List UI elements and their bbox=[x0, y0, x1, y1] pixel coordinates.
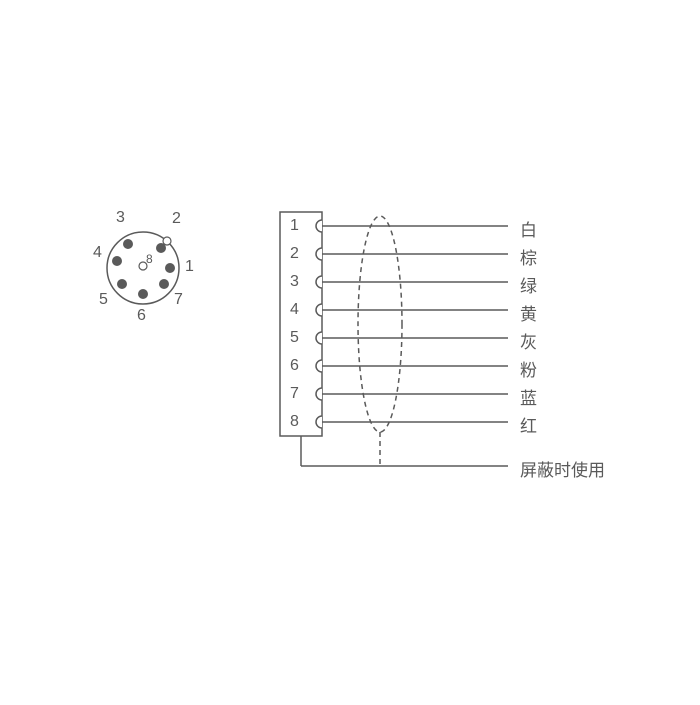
terminal-number-7: 7 bbox=[290, 385, 299, 403]
color-label-1: 白 bbox=[520, 216, 537, 241]
pin-1 bbox=[165, 263, 175, 273]
wiring-diagram: 1 2 3 4 5 6 7 8 1 2 3 4 5 6 7 8 白 棕 绿 黄 … bbox=[0, 0, 700, 700]
color-label-2: 棕 bbox=[520, 244, 537, 269]
color-label-6: 粉 bbox=[520, 356, 537, 381]
connector-label-2: 2 bbox=[172, 210, 181, 228]
terminal-number-4: 4 bbox=[290, 301, 299, 319]
shield-ellipse bbox=[358, 216, 402, 432]
connector-label-3: 3 bbox=[116, 209, 125, 227]
connector-label-1: 1 bbox=[185, 258, 194, 276]
terminal-block bbox=[280, 212, 322, 436]
connector-notch bbox=[163, 237, 171, 245]
terminal-number-3: 3 bbox=[290, 273, 299, 291]
terminal-number-8: 8 bbox=[290, 413, 299, 431]
terminal-number-2: 2 bbox=[290, 245, 299, 263]
connector-label-7: 7 bbox=[174, 291, 183, 309]
terminal-cutouts bbox=[316, 220, 322, 428]
color-label-8: 红 bbox=[520, 412, 537, 437]
pin-7 bbox=[159, 279, 169, 289]
pin-5 bbox=[117, 279, 127, 289]
pin-6 bbox=[138, 289, 148, 299]
diagram-svg bbox=[0, 0, 700, 700]
connector-label-4: 4 bbox=[93, 244, 102, 262]
terminal-number-6: 6 bbox=[290, 357, 299, 375]
connector-label-8: 8 bbox=[146, 252, 153, 266]
terminal-number-5: 5 bbox=[290, 329, 299, 347]
connector-label-5: 5 bbox=[99, 291, 108, 309]
color-label-4: 黄 bbox=[520, 300, 537, 325]
color-label-5: 灰 bbox=[520, 328, 537, 353]
pin-4 bbox=[112, 256, 122, 266]
pin-3 bbox=[123, 239, 133, 249]
shield-label: 屏蔽时使用 bbox=[520, 456, 605, 481]
color-label-7: 蓝 bbox=[520, 384, 537, 409]
connector-label-6: 6 bbox=[137, 307, 146, 325]
pin-2 bbox=[156, 243, 166, 253]
terminal-number-1: 1 bbox=[290, 217, 299, 235]
color-label-3: 绿 bbox=[520, 272, 537, 297]
wire-lines bbox=[322, 226, 508, 422]
